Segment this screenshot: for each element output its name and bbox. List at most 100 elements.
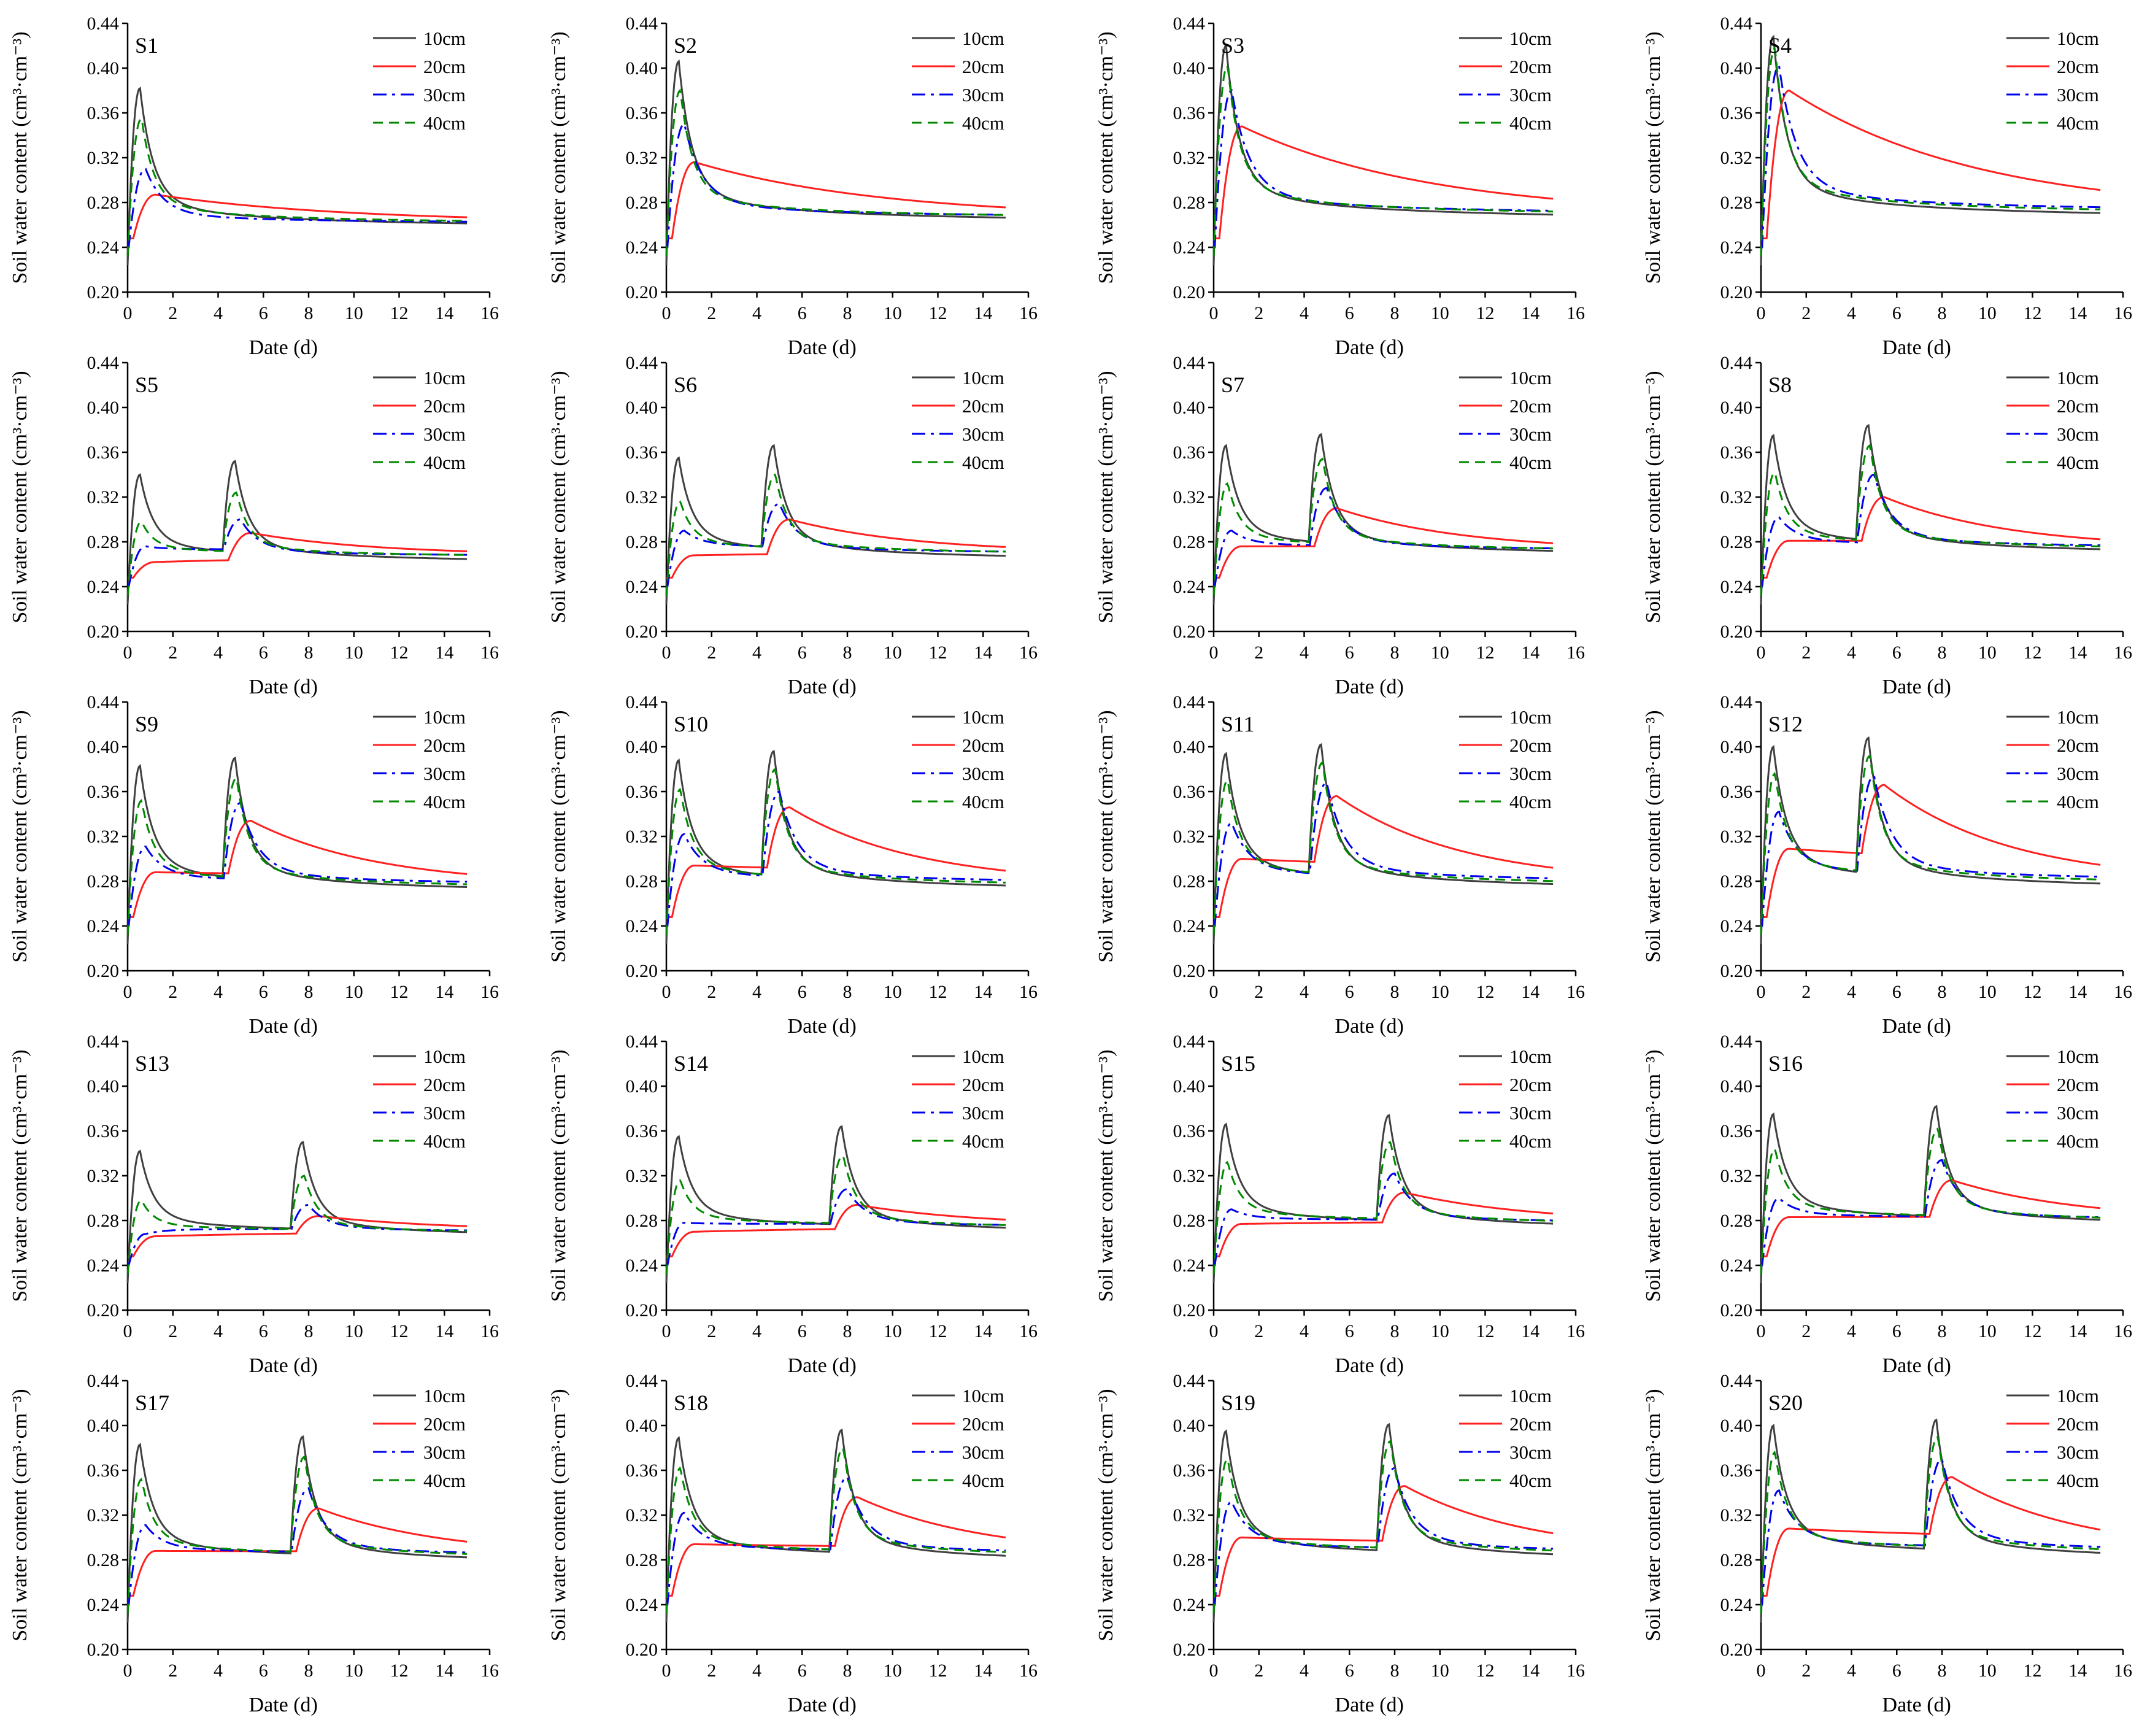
x-tick-label: 0: [123, 303, 133, 323]
x-tick-label: 0: [1757, 303, 1766, 323]
legend-label: 10cm: [2057, 28, 2099, 49]
x-tick-label: 12: [2024, 1321, 2042, 1341]
x-tick-label: 2: [707, 303, 716, 323]
y-tick-label: 0.44: [87, 1371, 120, 1391]
panel-label: S11: [1221, 712, 1255, 736]
x-tick-label: 12: [2024, 303, 2042, 323]
y-tick-label: 0.36: [1720, 103, 1753, 123]
x-tick-label: 10: [884, 982, 902, 1002]
y-tick-label: 0.28: [87, 1550, 120, 1570]
series-line-20cm: [1214, 795, 1554, 918]
x-tick-label: 10: [884, 1321, 902, 1341]
y-tick-label: 0.32: [626, 827, 658, 847]
x-tick-label: 12: [2024, 982, 2042, 1002]
y-axis-title: Soil water content (cm³·cm⁻³): [1642, 1389, 1665, 1641]
series-line-20cm: [666, 161, 1006, 239]
x-axis-title: Date (d): [1335, 1354, 1404, 1377]
y-tick-label: 0.20: [1173, 1640, 1206, 1660]
series-line-30cm: [666, 123, 1006, 249]
x-tick-label: 8: [843, 642, 852, 663]
x-tick-label: 16: [1019, 303, 1038, 323]
x-tick-label: 4: [214, 303, 223, 323]
series-line-10cm: [1760, 1418, 2101, 1623]
x-tick-label: 10: [1431, 303, 1449, 323]
legend: 10cm 20cm 30cm 40cm: [912, 367, 1004, 473]
y-tick-label: 0.44: [87, 692, 120, 712]
y-tick-label: 0.28: [1173, 1211, 1206, 1231]
legend: 10cm 20cm 30cm 40cm: [912, 1385, 1004, 1491]
y-tick-label: 0.28: [626, 532, 658, 552]
y-tick-label: 0.36: [1173, 1121, 1206, 1141]
y-tick-label: 0.24: [626, 1595, 658, 1615]
y-tick-label: 0.36: [626, 1460, 658, 1481]
series-line-20cm: [1214, 507, 1554, 579]
legend-label: 10cm: [423, 706, 466, 728]
y-tick-label: 0.44: [1173, 692, 1206, 712]
series-line-20cm: [128, 819, 468, 918]
x-tick-label: 12: [1476, 1321, 1495, 1341]
panel-s15: 0.20 0.24 0.28 0.32 0.36 0.40 0.44 0 2 4 6 8 10 12 14 1…: [1095, 1032, 1585, 1377]
x-axis-title: Date (d): [249, 336, 318, 359]
series-line-40cm: [1212, 1439, 1554, 1614]
x-tick-label: 10: [884, 303, 902, 323]
legend-label: 30cm: [1509, 84, 1552, 106]
x-tick-label: 10: [345, 982, 363, 1002]
series-line-10cm: [126, 1141, 468, 1284]
y-tick-label: 0.44: [1173, 353, 1206, 373]
legend-label: 20cm: [423, 56, 466, 77]
x-tick-label: 14: [2068, 1661, 2087, 1681]
x-tick-label: 16: [1566, 1321, 1585, 1341]
x-tick-label: 6: [1892, 1321, 1901, 1341]
x-tick-label: 0: [1209, 1321, 1219, 1341]
y-tick-label: 0.24: [626, 1256, 658, 1276]
y-tick-label: 0.40: [1720, 58, 1753, 79]
x-axis-title: Date (d): [249, 1354, 318, 1377]
x-tick-label: 6: [259, 303, 268, 323]
y-tick-label: 0.20: [87, 1300, 120, 1321]
legend-label: 30cm: [2057, 423, 2099, 445]
y-tick-label: 0.44: [1173, 1032, 1206, 1052]
x-tick-label: 12: [390, 982, 409, 1002]
y-tick-label: 0.20: [1720, 282, 1753, 303]
x-tick-label: 6: [1345, 982, 1354, 1002]
y-tick-label: 0.44: [87, 14, 120, 34]
x-tick-label: 4: [1300, 982, 1309, 1002]
legend-label: 20cm: [1509, 1074, 1552, 1095]
x-tick-label: 12: [390, 1321, 409, 1341]
y-axis-title: Soil water content (cm³·cm⁻³): [547, 1049, 570, 1302]
x-tick-label: 14: [1521, 303, 1539, 323]
x-tick-label: 14: [1521, 982, 1539, 1002]
y-axis-title: Soil water content (cm³·cm⁻³): [1642, 1049, 1665, 1302]
legend-label: 40cm: [1509, 452, 1552, 473]
series-line-10cm: [665, 59, 1006, 266]
y-tick-label: 0.28: [87, 193, 120, 213]
x-tick-label: 2: [168, 982, 177, 1002]
x-tick-label: 14: [435, 642, 453, 663]
y-tick-label: 0.28: [1720, 1211, 1753, 1231]
panel-s2: 0.20 0.24 0.28 0.32 0.36 0.40 0.44 0 2 4 6 8 10 12 14 1…: [547, 14, 1038, 359]
legend-label: 40cm: [962, 112, 1004, 134]
y-tick-label: 0.24: [1173, 1256, 1206, 1276]
y-tick-label: 0.32: [1720, 487, 1753, 507]
y-tick-label: 0.44: [626, 1371, 658, 1391]
legend-label: 40cm: [423, 1470, 466, 1491]
legend: 10cm 20cm 30cm 40cm: [1459, 367, 1552, 473]
panel-s1: 0.20 0.24 0.28 0.32 0.36 0.40 0.44 0 2 4 6 8 10 12 14 1…: [9, 14, 499, 359]
x-tick-label: 0: [123, 1661, 133, 1681]
y-tick-label: 0.20: [87, 1640, 120, 1660]
legend-label: 40cm: [2057, 112, 2099, 134]
y-tick-label: 0.32: [1173, 148, 1206, 168]
x-axis-title: Date (d): [788, 336, 857, 359]
y-tick-label: 0.32: [87, 827, 120, 847]
y-tick-label: 0.24: [626, 916, 658, 936]
panel-label: S10: [674, 712, 708, 736]
x-tick-label: 4: [752, 303, 761, 323]
legend-label: 40cm: [423, 452, 466, 473]
legend: 10cm 20cm 30cm 40cm: [912, 1046, 1004, 1152]
legend-label: 40cm: [1509, 1470, 1552, 1491]
x-tick-label: 8: [1390, 1321, 1400, 1341]
y-tick-label: 0.36: [1720, 1121, 1753, 1141]
x-tick-label: 2: [1801, 303, 1811, 323]
x-tick-label: 8: [1938, 982, 1947, 1002]
x-tick-label: 6: [1892, 642, 1901, 663]
